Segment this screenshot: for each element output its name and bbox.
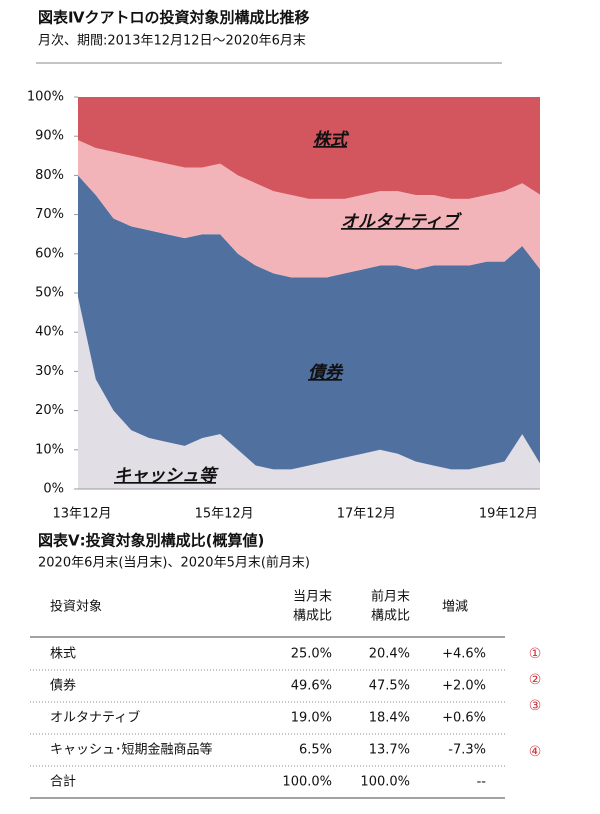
table-header: 構成比 [293, 609, 332, 624]
y-tick-label: 20% [35, 403, 64, 418]
table-cell: キャッシュ･短期金融商品等 [50, 742, 213, 758]
row-note: ① [529, 646, 542, 662]
y-tick-label: 80% [35, 168, 64, 183]
y-tick-label: 60% [35, 246, 64, 261]
row-note: ④ [529, 744, 542, 760]
row-note: ③ [529, 698, 542, 714]
table-cell: 株式 [50, 647, 76, 662]
table-cell: オルタナティブ [50, 710, 140, 726]
table-header: 増減 [442, 599, 468, 615]
area [78, 296, 540, 489]
x-tick-label: 13年12月 [52, 507, 111, 522]
table-title: 図表Ⅴ:投資対象別構成比(概算値) [38, 532, 264, 550]
table-subtitle: 2020年6月末(当月末)、2020年5月末(前月末) [38, 555, 310, 571]
table-cell: 100.0% [282, 775, 332, 790]
x-tick-label: 17年12月 [337, 507, 396, 522]
y-tick-label: 10% [35, 442, 64, 457]
row-note: ② [529, 672, 542, 688]
table-cell: +2.0% [442, 679, 486, 694]
table-cell: -- [477, 775, 487, 790]
table-cell: 債券 [50, 678, 76, 694]
y-tick-label: 90% [35, 129, 64, 144]
series-label: キャッシュ等 [114, 466, 219, 486]
y-tick-label: 70% [35, 207, 64, 222]
table-cell: 18.4% [369, 711, 410, 726]
table-cell: 47.5% [369, 679, 410, 694]
table-cell: 19.0% [291, 711, 332, 726]
series-label: 株式 [313, 130, 350, 150]
x-tick-label: 15年12月 [195, 507, 254, 522]
table-header: 構成比 [371, 609, 410, 624]
table-cell: 13.7% [369, 743, 410, 758]
area [78, 97, 540, 199]
x-tick-label: 19年12月 [479, 507, 538, 522]
y-tick-label: 0% [43, 482, 64, 497]
area [78, 140, 540, 278]
table-cell: +4.6% [442, 647, 486, 662]
table-cell: 合計 [50, 774, 76, 790]
table-cell: -7.3% [448, 743, 486, 758]
plot [78, 97, 540, 489]
table-cell: +0.6% [442, 711, 486, 726]
table-header: 前月末 [371, 589, 410, 605]
table-cell: 25.0% [291, 647, 332, 662]
y-tick-label: 30% [35, 364, 64, 379]
table-cell: 100.0% [360, 775, 410, 790]
chart-title: 図表Ⅳクアトロの投資対象別構成比推移 [38, 9, 309, 27]
table-header: 投資対象 [50, 599, 102, 615]
series-label: 債券 [308, 363, 344, 383]
chart-subtitle: 月次、期間:2013年12月12日～2020年6月末 [38, 33, 306, 49]
y-tick-label: 100% [27, 90, 64, 105]
table-header: 当月末 [293, 590, 332, 605]
area [78, 175, 540, 470]
y-tick-label: 50% [35, 286, 64, 301]
table-cell: 6.5% [299, 743, 332, 758]
y-tick-label: 40% [35, 325, 64, 340]
table-cell: 49.6% [291, 679, 332, 694]
series-label: オルタナティブ [341, 212, 462, 232]
table-cell: 20.4% [369, 647, 410, 662]
